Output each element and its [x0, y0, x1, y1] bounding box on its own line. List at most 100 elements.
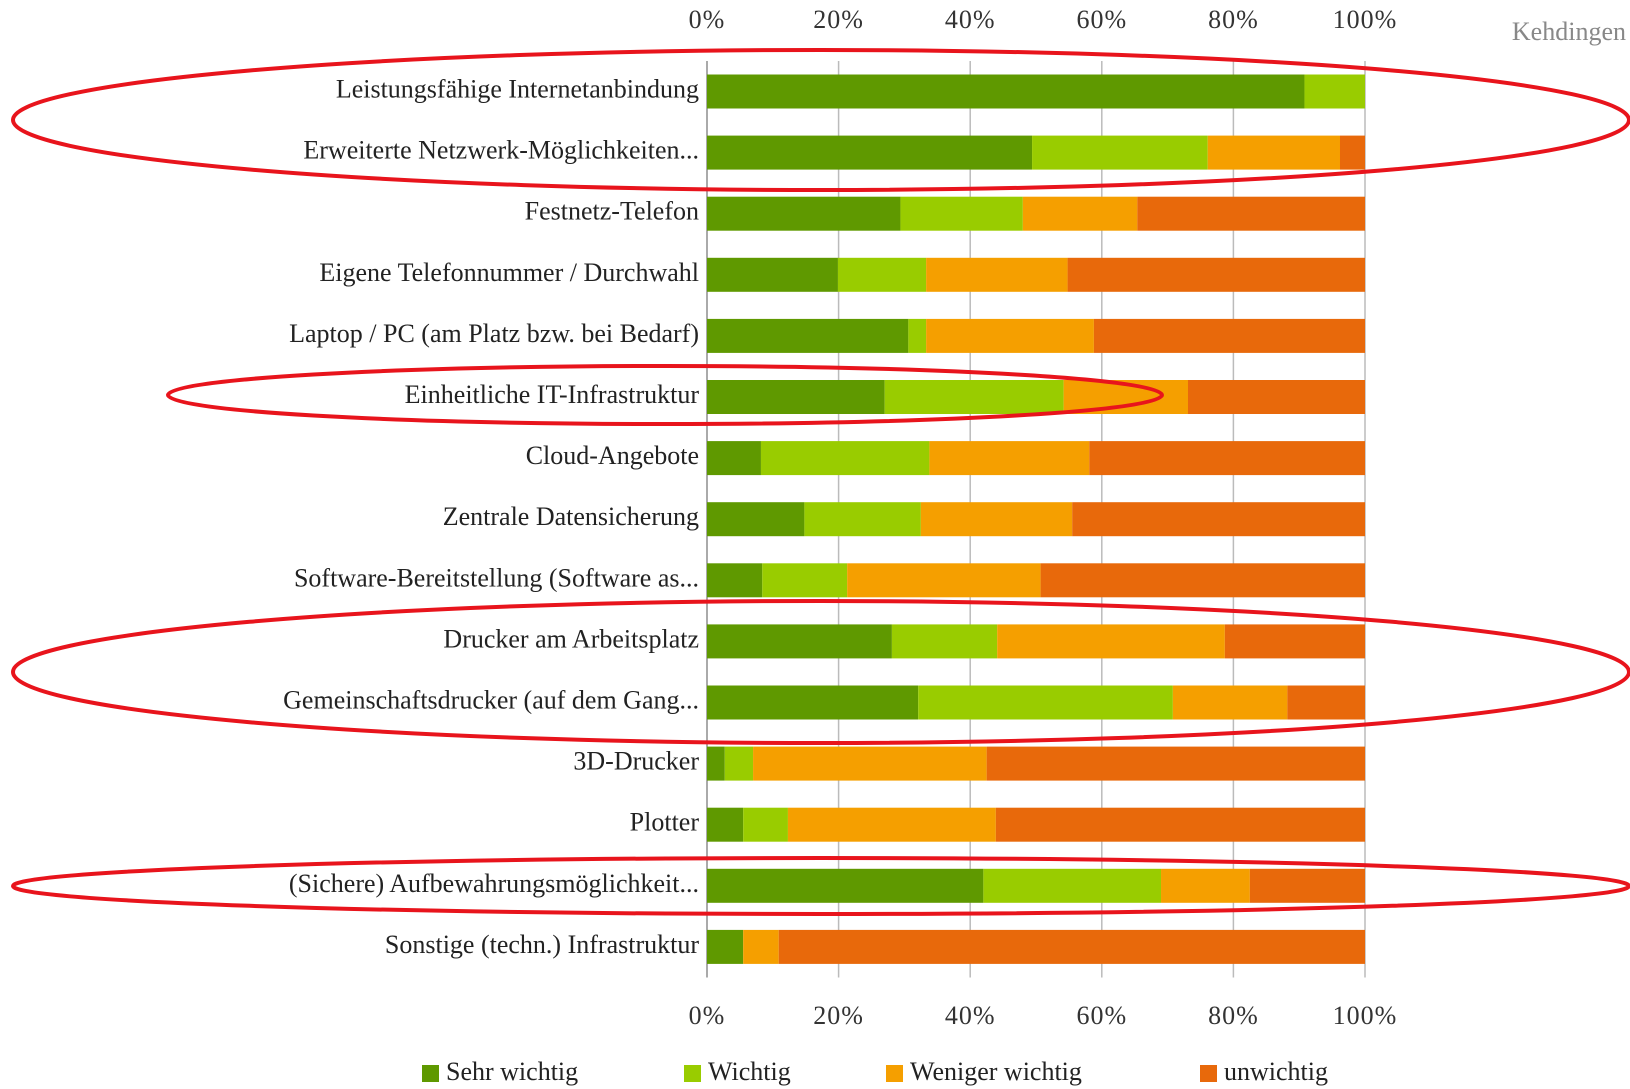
bar-segment [724, 746, 754, 781]
highlight-oval [11, 48, 1630, 192]
y-tick-label: 3D-Drucker [573, 747, 699, 776]
bar-segment [983, 868, 1162, 903]
bar-segment [1067, 257, 1365, 292]
y-tick-label: Leistungsfähige Internetanbindung [336, 74, 699, 103]
y-tick-label: Drucker am Arbeitsplatz [443, 624, 699, 653]
legend-swatch [422, 1065, 439, 1082]
bar-segment [778, 929, 1365, 964]
bar-segment [707, 380, 885, 414]
x-tick-label: 80% [1208, 5, 1259, 34]
bar-segment [995, 807, 1365, 842]
bar-segment [762, 563, 848, 598]
bar-segment [1172, 685, 1288, 720]
bar-segment [1161, 868, 1250, 903]
x-tick-label: 60% [1076, 1001, 1127, 1030]
x-tick-label: 20% [813, 5, 864, 34]
bar-segment [926, 257, 1068, 292]
bar-segment [1093, 318, 1365, 353]
bar-segment [1072, 502, 1365, 537]
x-tick-label: 80% [1208, 1001, 1259, 1030]
bar-segment [1249, 868, 1365, 903]
bar-segment [753, 746, 987, 781]
bar-segment [787, 807, 996, 842]
highlight-oval [166, 364, 1164, 426]
bar-segment [929, 441, 1090, 476]
y-tick-label: Laptop / PC (am Platz bzw. bei Bedarf) [289, 319, 699, 348]
bar-segment [918, 685, 1173, 720]
bar-segment [1187, 380, 1365, 414]
bar-segment [1022, 196, 1138, 231]
bar-segment [1287, 685, 1365, 720]
bar-segment [707, 441, 761, 476]
bar-segment [926, 318, 1094, 353]
bar-segment [707, 196, 901, 231]
bar-segment [884, 380, 1064, 414]
bar-segment [707, 746, 725, 781]
bar-segment [707, 685, 919, 720]
x-tick-label: 100% [1333, 1001, 1398, 1030]
bar-segment [986, 746, 1365, 781]
y-tick-label: Plotter [630, 808, 700, 837]
bar-segment [707, 929, 744, 964]
bar-segment [1224, 624, 1365, 659]
bar-segment [997, 624, 1225, 659]
bar-segment [1040, 563, 1365, 598]
bar-segment [707, 563, 763, 598]
bar-segment [900, 196, 1023, 231]
annotation: Kehdingen [1512, 17, 1626, 46]
x-tick-label: 60% [1076, 5, 1127, 34]
y-tick-label: Zentrale Datensicherung [443, 502, 699, 531]
bar-segment [1032, 135, 1208, 170]
highlight-oval [11, 856, 1630, 916]
legend-label: unwichtig [1224, 1057, 1328, 1086]
bar-segment [707, 502, 805, 537]
highlight-ovals [11, 48, 1630, 916]
bar-segment [891, 624, 998, 659]
y-tick-label: Cloud-Angebote [526, 441, 699, 470]
x-tick-label: 0% [689, 5, 726, 34]
bar-segment [707, 257, 838, 292]
plot: 0% 0% 20% 20% 40% 40% 60% 60% 80% 80% 100% 100% Leis… [283, 5, 1398, 1086]
bar-segment [707, 624, 892, 659]
bar-segment [920, 502, 1073, 537]
bar-segment [707, 868, 984, 903]
bar-segment [1304, 74, 1365, 109]
bar-segment [1089, 441, 1365, 476]
bar-segment [760, 441, 930, 476]
x-tick-label: 0% [689, 1001, 726, 1030]
highlight-oval [11, 599, 1630, 745]
legend-swatch [1200, 1065, 1217, 1082]
bar-segment [837, 257, 927, 292]
legend-label: Weniger wichtig [910, 1057, 1082, 1086]
legend-swatch [886, 1065, 903, 1082]
x-tick-label: 100% [1333, 5, 1398, 34]
legend-label: Sehr wichtig [446, 1057, 578, 1086]
legend-label: Wichtig [708, 1057, 791, 1086]
y-tick-label: Eigene Telefonnummer / Durchwahl [319, 258, 699, 287]
bar-segment [908, 318, 927, 353]
bar-segment [1137, 196, 1365, 231]
y-tick-label: Gemeinschaftsdrucker (auf dem Gang... [283, 685, 699, 714]
bar-segment [743, 807, 788, 842]
y-tick-label: Sonstige (techn.) Infrastruktur [385, 930, 699, 959]
y-tick-label: Erweiterte Netzwerk-Möglichkeiten... [303, 136, 699, 165]
bar-segment [707, 74, 1305, 109]
x-tick-label: 40% [945, 5, 996, 34]
legend-swatch [684, 1065, 701, 1082]
bar-segment [707, 318, 909, 353]
x-tick-label: 40% [945, 1001, 996, 1030]
bar-segment [804, 502, 921, 537]
bar-segment [707, 807, 744, 842]
x-tick-label: 20% [813, 1001, 864, 1030]
bar-segment [707, 135, 1033, 170]
bar-segment [743, 929, 779, 964]
y-tick-label: Festnetz-Telefon [525, 197, 699, 226]
bar-segment [847, 563, 1041, 598]
bar-segment [1207, 135, 1340, 170]
bar-segment [1339, 135, 1365, 170]
y-tick-label: Software-Bereitstellung (Software as... [294, 563, 699, 592]
y-tick-label: Einheitliche IT-Infrastruktur [405, 380, 700, 409]
y-tick-label: (Sichere) Aufbewahrungsmöglichkeit... [289, 869, 699, 898]
